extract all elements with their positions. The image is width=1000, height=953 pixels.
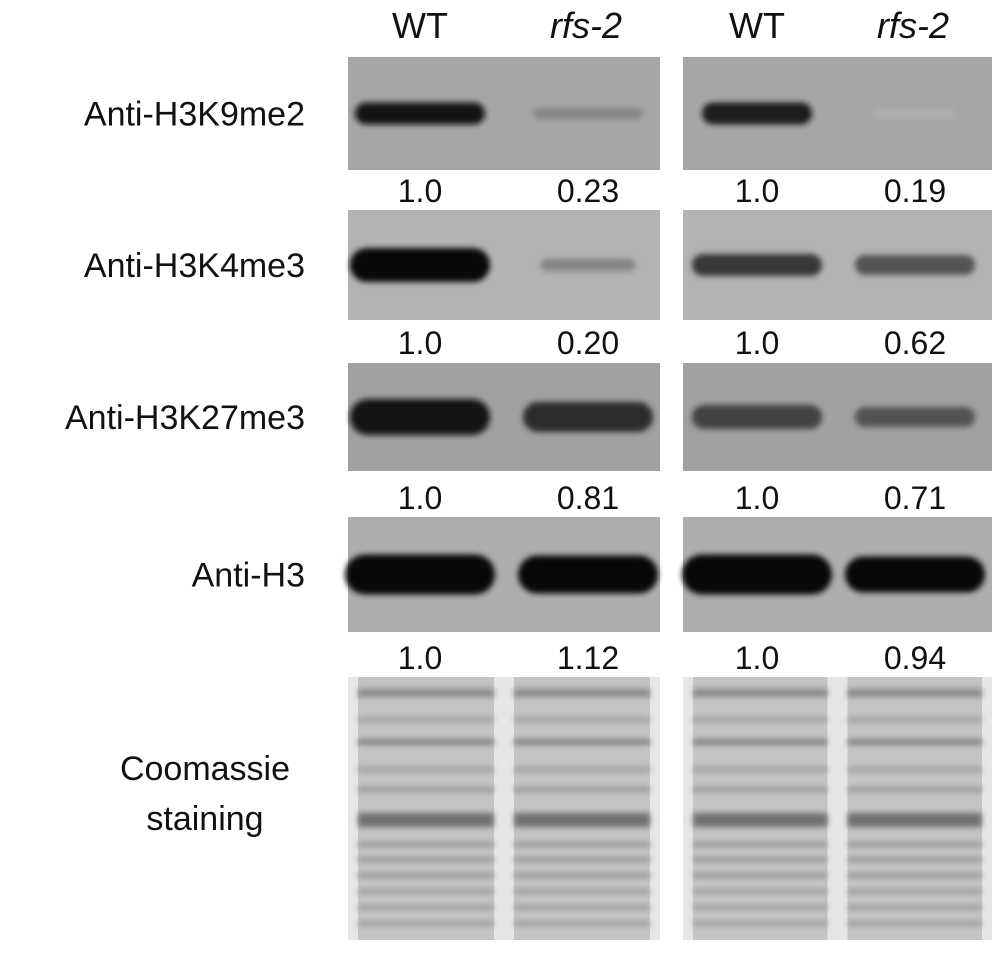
gel-lane (514, 677, 650, 940)
gel-band (693, 739, 828, 745)
quantification-value: 1.0 (735, 640, 779, 676)
band (540, 259, 636, 271)
gel-band (358, 873, 494, 878)
gel-band (847, 921, 982, 926)
band (350, 248, 490, 282)
quantification-value: 1.0 (735, 480, 779, 516)
column-header: WT (729, 5, 785, 46)
column-header: rfs-2 (550, 5, 622, 46)
gel-band (514, 842, 650, 847)
band (350, 399, 490, 435)
gel-band (514, 905, 650, 910)
gel-band (847, 767, 982, 772)
gel-band (514, 921, 650, 926)
row-label: Coomassie (120, 750, 290, 788)
row-label: staining (146, 800, 263, 838)
quantification-value: 0.20 (557, 325, 619, 361)
gel-band (514, 689, 650, 697)
gel-band (514, 857, 650, 862)
gel-band (358, 787, 494, 792)
gel-band (847, 857, 982, 862)
quantification-value: 1.0 (398, 173, 442, 209)
gel-band (358, 767, 494, 772)
gel-band (358, 842, 494, 847)
gel-band (693, 787, 828, 792)
quantification-value: 0.23 (557, 173, 619, 209)
gel-band (358, 889, 494, 894)
gel-band (847, 717, 982, 722)
band (702, 102, 812, 125)
gel-band (358, 905, 494, 910)
gel-band (693, 842, 828, 847)
gel-band (847, 739, 982, 745)
gel-band (847, 842, 982, 847)
row-label: Anti-H3K27me3 (65, 399, 305, 437)
gel-band (358, 689, 494, 697)
column-header: WT (392, 5, 448, 46)
gel-band (693, 857, 828, 862)
band (692, 405, 822, 429)
column-header: rfs-2 (877, 5, 949, 46)
gel-lane (693, 677, 828, 940)
gel-band (693, 813, 828, 827)
row-label: Anti-H3K9me2 (84, 96, 305, 134)
quantification-value: 1.0 (735, 325, 779, 361)
quantification-value: 1.0 (398, 640, 442, 676)
band (855, 407, 975, 427)
gel-band (514, 873, 650, 878)
gel-band (514, 739, 650, 745)
quantification-value: 1.0 (735, 173, 779, 209)
quantification-value: 0.71 (884, 480, 946, 516)
band (345, 554, 495, 595)
gel-band (693, 689, 828, 697)
gel-lane (847, 677, 982, 940)
gel-band (847, 689, 982, 697)
quantification-value: 0.62 (884, 325, 946, 361)
gel-band (514, 717, 650, 722)
gel-band (358, 739, 494, 745)
gel-band (358, 717, 494, 722)
gel-band (693, 767, 828, 772)
band (875, 109, 955, 118)
quantification-value: 0.94 (884, 640, 946, 676)
gel-band (847, 905, 982, 910)
quantification-value: 1.0 (398, 325, 442, 361)
gel-band (693, 889, 828, 894)
row-label: Anti-H3K4me3 (84, 247, 305, 285)
gel-band (514, 813, 650, 827)
quantification-value: 0.81 (557, 480, 619, 516)
quantification-value: 1.12 (557, 640, 619, 676)
band (682, 554, 832, 595)
band (533, 108, 643, 119)
gel-band (693, 717, 828, 722)
band (855, 255, 975, 275)
gel-band (358, 813, 494, 827)
row-label: Anti-H3 (192, 557, 305, 595)
gel-lane (358, 677, 494, 940)
gel-band (847, 813, 982, 827)
gel-band (358, 921, 494, 926)
band (523, 402, 653, 432)
band (845, 556, 985, 593)
gel-band (693, 873, 828, 878)
band (355, 102, 485, 125)
gel-band (514, 787, 650, 792)
quantification-value: 1.0 (398, 480, 442, 516)
band (518, 555, 658, 594)
quantification-value: 0.19 (884, 173, 946, 209)
gel-band (847, 889, 982, 894)
gel-band (514, 889, 650, 894)
gel-band (514, 767, 650, 772)
gel-band (847, 873, 982, 878)
gel-band (358, 857, 494, 862)
gel-band (693, 921, 828, 926)
gel-band (847, 787, 982, 792)
gel-band (693, 905, 828, 910)
band (692, 254, 822, 276)
